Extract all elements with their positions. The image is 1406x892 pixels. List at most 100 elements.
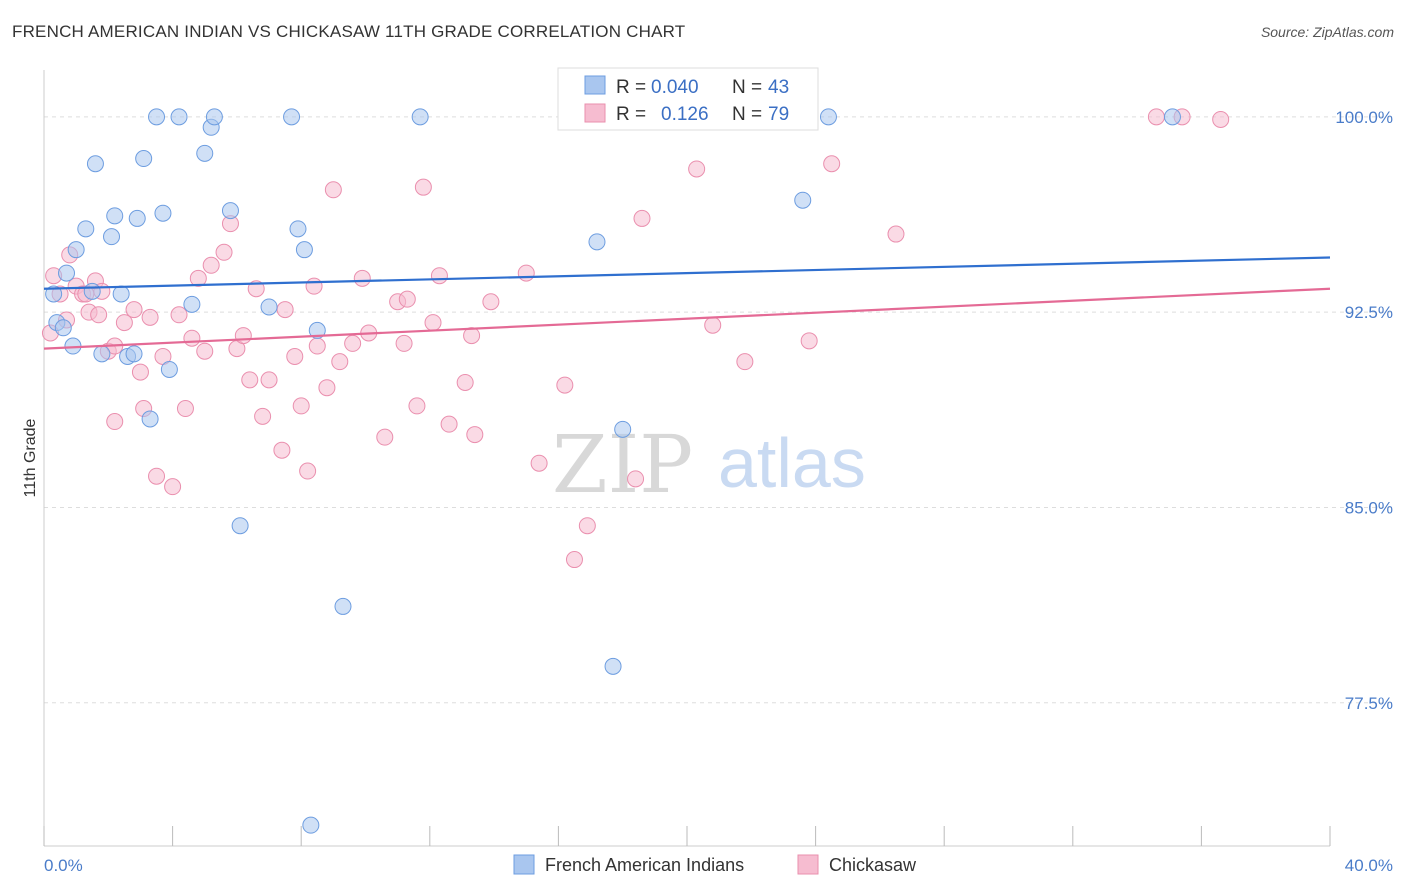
- legend-r-value-1: 0.040: [651, 77, 699, 98]
- legend-swatch-blue: [584, 75, 606, 95]
- french-point: [86, 155, 104, 173]
- axes: [43, 70, 1331, 847]
- chickasaw-point: [305, 277, 323, 295]
- chickasaw-point: [456, 373, 474, 391]
- chart-title: FRENCH AMERICAN INDIAN VS CHICKASAW 11TH…: [12, 22, 686, 41]
- chickasaw-point: [241, 371, 259, 389]
- chickasaw-point: [141, 308, 159, 326]
- french-point: [103, 228, 121, 246]
- french-point: [260, 298, 278, 316]
- french-point: [614, 420, 632, 438]
- y-tick-label: 92.5%: [1345, 303, 1393, 322]
- french-point: [154, 204, 172, 222]
- chickasaw-point: [466, 426, 484, 444]
- bottom-legend-swatch-pink: [797, 854, 819, 875]
- french-point: [112, 285, 130, 303]
- french-point: [411, 108, 429, 126]
- chickasaw-point: [408, 397, 426, 415]
- french-point: [125, 345, 143, 363]
- french-point: [135, 150, 153, 168]
- y-tick-label: 85.0%: [1345, 498, 1393, 517]
- french-point: [289, 220, 307, 238]
- legend: R = 0.040 N = 43 R = 0.126 N = 79: [557, 67, 819, 131]
- french-point: [93, 345, 111, 363]
- legend-r-label-1: R =: [616, 77, 646, 98]
- x-tick-labels: 0.0% 40.0%: [44, 856, 1393, 875]
- french-point: [221, 202, 239, 220]
- bottom-legend-item-chickasaw: Chickasaw: [829, 855, 917, 875]
- chickasaw-point: [800, 332, 818, 350]
- french-point: [334, 597, 352, 615]
- french-point: [148, 108, 166, 126]
- french-point: [1163, 108, 1181, 126]
- chickasaw-point: [440, 415, 458, 433]
- chickasaw-point: [887, 225, 905, 243]
- french-point: [283, 108, 301, 126]
- chickasaw-point: [234, 327, 252, 345]
- chickasaw-point: [202, 256, 220, 274]
- source-label: Source: ZipAtlas.com: [1260, 24, 1394, 40]
- legend-r-label-2: R =: [616, 104, 646, 125]
- bottom-legend-swatch-blue: [513, 854, 535, 875]
- french-point: [205, 108, 223, 126]
- chickasaw-point: [148, 467, 166, 485]
- x-tick-label: 0.0%: [44, 856, 83, 875]
- chickasaw-point: [260, 371, 278, 389]
- french-point: [170, 108, 188, 126]
- chickasaw-point: [331, 353, 349, 371]
- watermark-atlas: atlas: [718, 424, 866, 502]
- bottom-legend-item-french: French American Indians: [545, 855, 744, 875]
- chickasaw-point: [395, 334, 413, 352]
- bottom-legend: French American Indians Chickasaw: [513, 854, 917, 875]
- x-tick-label: 40.0%: [1345, 856, 1393, 875]
- chickasaw-point: [215, 243, 233, 261]
- legend-n-label-1: N =: [732, 77, 762, 98]
- chickasaw-point: [106, 413, 124, 431]
- french-point: [604, 657, 622, 675]
- chickasaw-point: [414, 178, 432, 196]
- chickasaw-point: [292, 397, 310, 415]
- french-point: [794, 191, 812, 209]
- french-point: [67, 241, 85, 259]
- chickasaw-point: [125, 301, 143, 319]
- chickasaw-trend-line: [43, 287, 1331, 350]
- chickasaw-point: [688, 160, 706, 178]
- chickasaw-point: [115, 314, 133, 332]
- chickasaw-point: [254, 407, 272, 425]
- chickasaw-point: [176, 400, 194, 418]
- chickasaw-point: [530, 454, 548, 472]
- chickasaw-point: [376, 428, 394, 446]
- french-point: [77, 220, 95, 238]
- french-point: [196, 144, 214, 162]
- chickasaw-point: [556, 376, 574, 394]
- french-point: [58, 264, 76, 282]
- french-point: [128, 209, 146, 227]
- chickasaw-point: [90, 306, 108, 324]
- chickasaw-point: [736, 353, 754, 371]
- legend-n-value-1: 43: [768, 77, 789, 98]
- chickasaw-point: [823, 155, 841, 173]
- chickasaw-point: [430, 267, 448, 285]
- grid-lines: [44, 116, 1396, 704]
- chickasaw-point: [299, 462, 317, 480]
- french-point: [231, 517, 249, 535]
- french-point: [83, 282, 101, 300]
- chickasaw-point: [627, 470, 645, 488]
- french-point: [308, 321, 326, 339]
- chickasaw-point: [170, 306, 188, 324]
- chickasaw-point: [273, 441, 291, 459]
- french-point: [54, 319, 72, 337]
- chickasaw-point: [1212, 110, 1230, 128]
- chickasaw-point: [344, 334, 362, 352]
- chickasaw-point: [482, 293, 500, 311]
- chickasaw-point: [578, 517, 596, 535]
- legend-n-value-2: 79: [768, 104, 789, 125]
- y-tick-label: 100.0%: [1335, 108, 1393, 127]
- watermark: ZIP atlas: [552, 418, 866, 511]
- french-point: [45, 285, 63, 303]
- y-tick-labels: 77.5% 85.0% 92.5% 100.0%: [1335, 108, 1393, 713]
- chickasaw-point: [276, 301, 294, 319]
- chickasaw-point: [196, 342, 214, 360]
- chickasaw-point: [517, 264, 535, 282]
